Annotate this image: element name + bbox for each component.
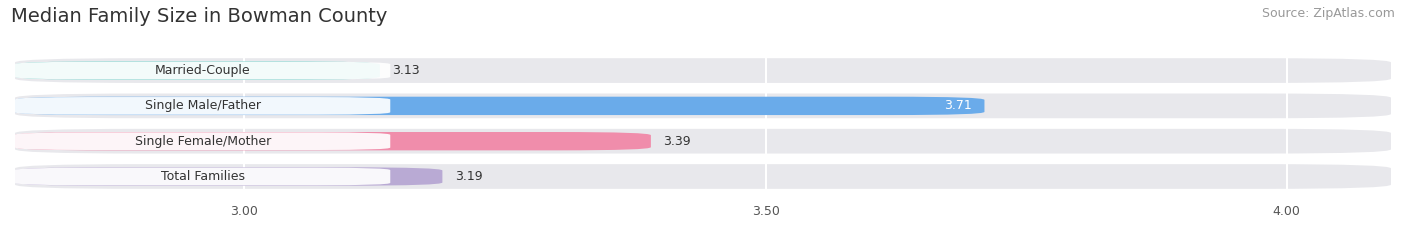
- Text: Single Female/Mother: Single Female/Mother: [135, 135, 271, 148]
- FancyBboxPatch shape: [15, 62, 391, 79]
- Text: Single Male/Father: Single Male/Father: [145, 99, 260, 112]
- FancyBboxPatch shape: [15, 93, 1391, 118]
- FancyBboxPatch shape: [15, 164, 1391, 189]
- FancyBboxPatch shape: [15, 129, 1391, 154]
- Text: 3.19: 3.19: [456, 170, 482, 183]
- Text: Married-Couple: Married-Couple: [155, 64, 250, 77]
- FancyBboxPatch shape: [15, 97, 391, 115]
- Text: Median Family Size in Bowman County: Median Family Size in Bowman County: [11, 7, 388, 26]
- Text: 3.71: 3.71: [945, 99, 972, 112]
- FancyBboxPatch shape: [15, 58, 1391, 83]
- FancyBboxPatch shape: [15, 97, 984, 115]
- FancyBboxPatch shape: [15, 132, 391, 150]
- Text: Total Families: Total Families: [160, 170, 245, 183]
- Text: Source: ZipAtlas.com: Source: ZipAtlas.com: [1261, 7, 1395, 20]
- FancyBboxPatch shape: [15, 132, 651, 150]
- Text: 3.13: 3.13: [392, 64, 420, 77]
- FancyBboxPatch shape: [15, 168, 391, 185]
- FancyBboxPatch shape: [15, 167, 443, 186]
- FancyBboxPatch shape: [15, 61, 380, 80]
- Text: 3.39: 3.39: [664, 135, 690, 148]
